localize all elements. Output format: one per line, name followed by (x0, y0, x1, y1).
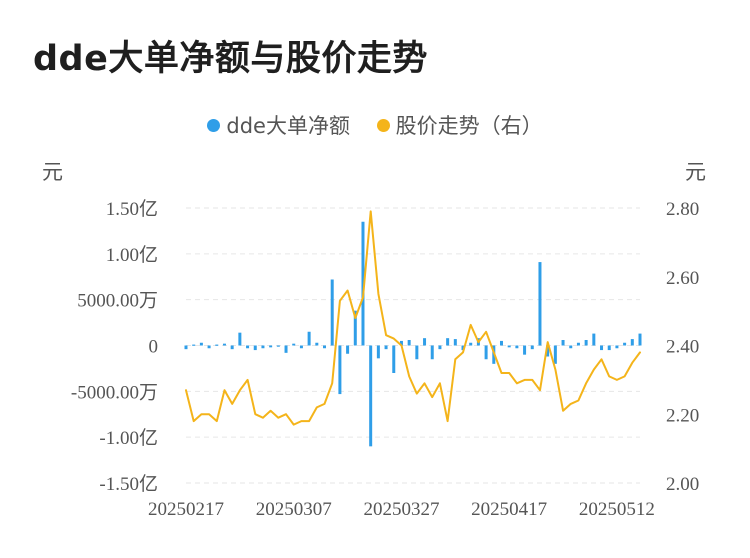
dde-bar[interactable] (330, 279, 334, 346)
legend-item-dde[interactable]: dde大单净额 (207, 110, 350, 140)
dde-bar[interactable] (361, 221, 365, 346)
price-line[interactable] (185, 210, 641, 426)
legend-item-price[interactable]: 股价走势（右） (376, 110, 543, 140)
left-axis-unit: 元 (42, 160, 63, 184)
y-right-tick-label: 2.40 (666, 337, 699, 358)
dde-bar[interactable] (261, 345, 265, 349)
dde-bar[interactable] (576, 342, 580, 346)
dde-bar[interactable] (222, 343, 226, 346)
dde-bar[interactable] (623, 342, 627, 346)
dde-bar[interactable] (207, 345, 211, 349)
y-left-tick-label: -1.00亿 (99, 427, 158, 449)
dde-bar[interactable] (507, 345, 511, 348)
dde-bar[interactable] (569, 345, 573, 349)
dde-bar[interactable] (461, 345, 465, 351)
dde-bar[interactable] (499, 340, 503, 346)
x-tick-label: 20250217 (148, 499, 224, 520)
dde-bar[interactable] (561, 340, 565, 346)
dde-bar[interactable] (384, 345, 388, 350)
y-left-tick-label: 1.00亿 (106, 244, 158, 266)
y-left-tick-label: 5000.00万 (77, 291, 158, 312)
y-right-tick-label: 2.20 (666, 405, 699, 426)
y-left-tick-label: -1.50亿 (99, 473, 158, 495)
dde-bar[interactable] (307, 331, 311, 346)
y-right-tick-label: 2.60 (666, 268, 699, 289)
dde-bar[interactable] (230, 345, 234, 350)
dde-bar[interactable] (369, 345, 373, 447)
dde-bar[interactable] (276, 345, 280, 347)
dde-bar[interactable] (315, 342, 319, 346)
dde-bar[interactable] (392, 345, 396, 374)
dde-bar[interactable] (638, 333, 642, 346)
dde-bar[interactable] (292, 343, 296, 346)
dde-bar[interactable] (453, 339, 457, 346)
dde-bar[interactable] (299, 345, 303, 349)
legend-dot-dde-icon (207, 118, 221, 132)
dde-bar[interactable] (346, 345, 350, 354)
dde-bar[interactable] (538, 262, 542, 346)
y-left-tick-label: -5000.00万 (71, 382, 158, 403)
dde-bar[interactable] (484, 345, 488, 360)
right-axis-unit: 元 (685, 160, 706, 184)
dde-bar[interactable] (184, 345, 188, 350)
y-right-tick-label: 2.00 (666, 474, 699, 495)
dde-bar[interactable] (376, 345, 380, 359)
x-tick-label: 20250327 (363, 499, 439, 520)
dde-bar[interactable] (515, 345, 519, 349)
dde-bar[interactable] (592, 333, 596, 346)
chart-legend: dde大单净额 股价走势（右） (0, 110, 750, 140)
dde-bar[interactable] (353, 310, 357, 346)
legend-dot-price-icon (376, 118, 390, 132)
dde-bar[interactable] (407, 340, 411, 346)
x-tick-label: 20250512 (579, 499, 655, 520)
x-tick-label: 20250307 (256, 499, 332, 520)
dde-bar[interactable] (430, 345, 434, 360)
dde-bar[interactable] (253, 345, 257, 351)
dde-bar[interactable] (446, 338, 450, 346)
dde-bar[interactable] (246, 345, 250, 349)
dde-bar[interactable] (523, 345, 527, 355)
dde-bar[interactable] (192, 344, 196, 346)
dde-bar[interactable] (607, 345, 611, 351)
dde-bar[interactable] (323, 345, 327, 349)
dde-bar[interactable] (215, 344, 219, 346)
dde-bar[interactable] (553, 345, 557, 364)
dde-bar[interactable] (546, 345, 550, 357)
dde-bar[interactable] (615, 345, 619, 349)
legend-label-dde: dde大单净额 (226, 114, 350, 138)
x-tick-label: 20250417 (471, 499, 547, 520)
dde-bar[interactable] (399, 340, 403, 346)
dde-bar[interactable] (338, 345, 342, 395)
chart-title: dde大单净额与股价走势 (33, 39, 428, 79)
legend-label-price: 股价走势（右） (395, 114, 543, 138)
dde-bar[interactable] (238, 332, 242, 346)
y-left-tick-label: 1.50亿 (106, 198, 158, 220)
dde-bar[interactable] (284, 345, 288, 353)
dde-bar[interactable] (600, 345, 604, 351)
y-right-tick-label: 2.80 (666, 199, 699, 220)
dde-bar[interactable] (469, 342, 473, 346)
dde-bar[interactable] (269, 345, 273, 348)
dde-bar[interactable] (530, 345, 534, 350)
dde-bar[interactable] (415, 345, 419, 360)
dde-bar[interactable] (630, 339, 634, 346)
dde-bar[interactable] (438, 345, 442, 350)
y-left-tick-label: 0 (149, 337, 159, 358)
dde-bar[interactable] (584, 340, 588, 346)
dde-bar[interactable] (423, 338, 427, 346)
dde-bar[interactable] (199, 342, 203, 346)
